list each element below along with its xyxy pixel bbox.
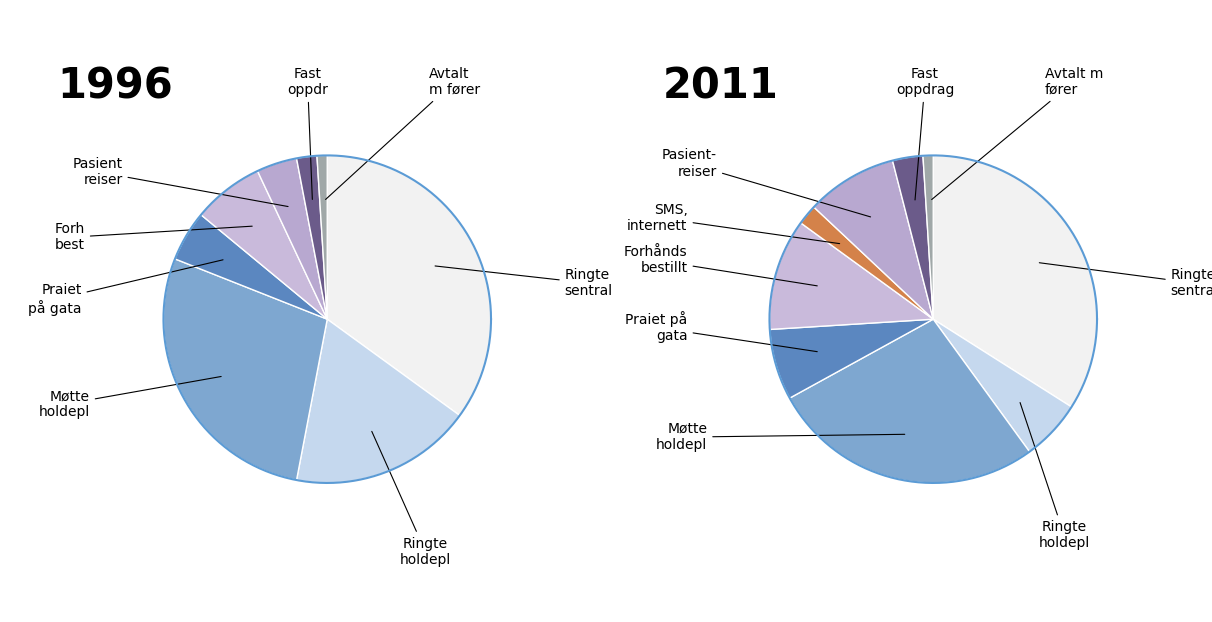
- Wedge shape: [318, 156, 327, 319]
- Text: Fast
oppdrag: Fast oppdrag: [896, 67, 954, 200]
- Wedge shape: [175, 215, 327, 319]
- Wedge shape: [813, 160, 933, 319]
- Wedge shape: [892, 156, 933, 319]
- Wedge shape: [790, 319, 1029, 483]
- Text: Møtte
holdepl: Møtte holdepl: [39, 376, 221, 419]
- Text: Ringte
sentral: Ringte sentral: [435, 266, 613, 299]
- Text: Forh
best: Forh best: [55, 222, 252, 253]
- Wedge shape: [770, 319, 933, 398]
- Text: 1996: 1996: [57, 65, 173, 108]
- Wedge shape: [297, 319, 459, 483]
- Text: Forhånds
bestillt: Forhånds bestillt: [624, 245, 817, 286]
- Text: Avtalt m
fører: Avtalt m fører: [932, 67, 1103, 200]
- Text: Pasient
reiser: Pasient reiser: [73, 157, 288, 207]
- Text: Pasient-
reiser: Pasient- reiser: [662, 149, 870, 217]
- Wedge shape: [164, 259, 327, 480]
- Text: Praiet på
gata: Praiet på gata: [625, 311, 817, 351]
- Wedge shape: [801, 207, 933, 319]
- Text: Fast
oppdr: Fast oppdr: [287, 67, 328, 200]
- Text: Møtte
holdepl: Møtte holdepl: [656, 422, 904, 452]
- Wedge shape: [924, 156, 933, 319]
- Wedge shape: [327, 156, 491, 415]
- Text: Ringte
holdepl: Ringte holdepl: [372, 432, 451, 567]
- Text: SMS,
internett: SMS, internett: [627, 203, 840, 244]
- Text: 2011: 2011: [663, 65, 779, 108]
- Wedge shape: [933, 156, 1097, 407]
- Text: Avtalt
m fører: Avtalt m fører: [326, 67, 480, 200]
- Text: Ringte
sentral: Ringte sentral: [1040, 262, 1212, 299]
- Wedge shape: [297, 156, 327, 319]
- Text: Praiet
på gata: Praiet på gata: [28, 260, 223, 316]
- Wedge shape: [770, 223, 933, 330]
- Wedge shape: [933, 319, 1071, 452]
- Wedge shape: [201, 171, 327, 319]
- Text: Ringte
holdepl: Ringte holdepl: [1021, 402, 1090, 550]
- Wedge shape: [257, 159, 327, 319]
